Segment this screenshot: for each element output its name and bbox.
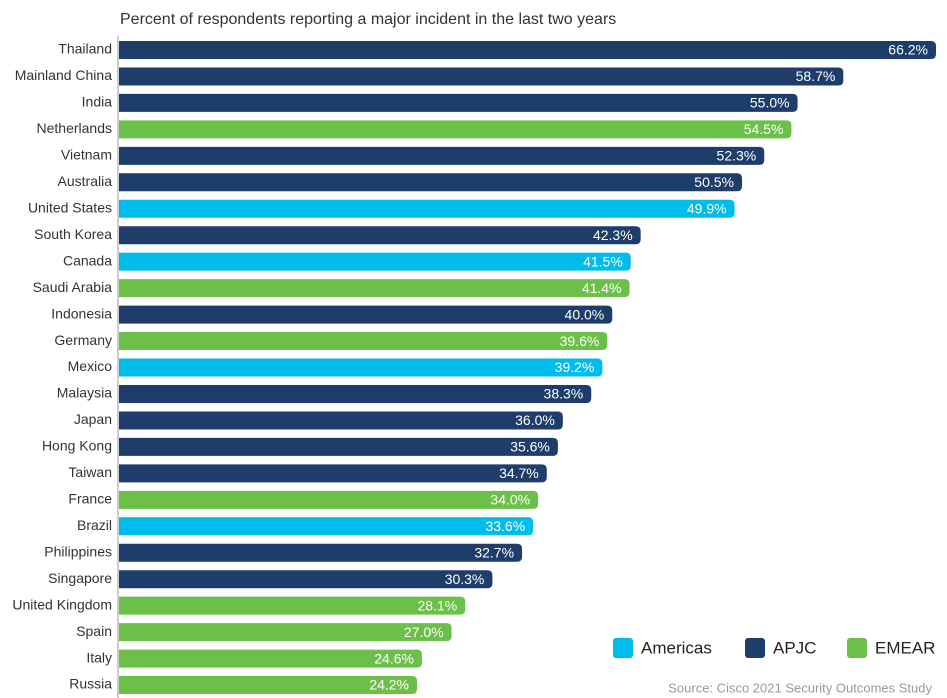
y-tick-label: Singapore [48,570,112,586]
value-label: 34.0% [490,492,530,508]
value-label: 54.5% [744,121,784,137]
value-label: 36.0% [515,412,555,428]
bar [119,332,608,351]
bar [119,623,452,642]
y-tick-label: Saudi Arabia [33,279,113,295]
bar [119,226,641,245]
value-label: 24.6% [374,650,414,666]
y-tick-label: France [68,491,112,507]
bar [119,252,631,271]
value-label: 39.2% [555,359,595,375]
y-tick-label: Malaysia [57,385,112,401]
value-label: 39.6% [560,333,600,349]
bar [119,596,466,615]
chart-title: Percent of respondents reporting a major… [120,11,616,28]
legend-label: Americas [641,638,712,657]
value-label: 58.7% [796,68,836,84]
y-tick-label: South Korea [34,226,112,242]
value-label: 33.6% [485,518,525,534]
value-label: 32.7% [474,544,514,560]
y-tick-label: Hong Kong [42,438,112,454]
legend-swatch [613,638,633,658]
legend-label: EMEAR [875,638,935,657]
bar [119,358,603,377]
bar [119,411,563,430]
bar [119,437,558,456]
source: Source: Cisco 2021 Security Outcomes Stu… [668,680,932,695]
y-tick-label: Vietnam [61,147,112,163]
value-label: 38.3% [544,386,584,402]
bar [119,146,765,165]
legend-swatch [745,638,765,658]
y-tick-label: Germany [54,332,112,348]
bar [119,570,493,589]
value-label: 49.9% [687,200,727,216]
value-label: 41.4% [582,280,622,296]
value-label: 28.1% [418,597,458,613]
y-tick-label: Mexico [68,358,113,374]
bar [119,199,735,218]
legend-label: APJC [773,638,816,657]
bar [119,676,418,695]
y-tick-label: Canada [63,252,112,268]
bar [119,464,547,483]
y-tick-label: Philippines [44,543,112,559]
value-label: 34.7% [499,465,539,481]
y-tick-label: Russia [69,676,112,692]
bar [119,120,792,139]
bar [119,279,630,298]
y-tick-label: Taiwan [68,464,112,480]
y-tick-label: Brazil [77,517,112,533]
y-tick-label: Japan [74,411,112,427]
y-tick-label: Indonesia [51,305,112,321]
value-label: 35.6% [510,439,550,455]
legend-swatch [847,638,867,658]
y-tick-label: United Kingdom [12,596,112,612]
bar [119,543,523,562]
y-tick-label: Italy [86,649,112,665]
y-tick-label: India [82,94,113,110]
bar [119,41,936,59]
y-tick-label: United States [28,199,112,215]
value-label: 50.5% [694,174,734,190]
value-label: 52.3% [717,148,757,164]
y-tick-label: Mainland China [15,67,112,83]
bar [119,490,539,509]
value-label: 42.3% [593,227,633,243]
value-label: 66.2% [888,42,928,58]
value-label: 30.3% [445,571,485,587]
y-tick-label: Thailand [58,41,112,57]
value-label: 41.5% [583,253,623,269]
value-label: 27.0% [404,624,444,640]
y-tick-label: Spain [76,623,112,639]
bar [119,384,592,403]
bar [119,67,844,86]
y-tick-label: Australia [58,173,113,189]
bar [119,649,422,668]
bar [119,305,613,324]
value-label: 24.2% [369,677,409,693]
value-label: 40.0% [565,306,605,322]
value-label: 55.0% [750,95,790,111]
y-tick-label: Netherlands [37,120,113,136]
bar [119,517,534,536]
bar [119,93,798,112]
bar [119,173,743,192]
